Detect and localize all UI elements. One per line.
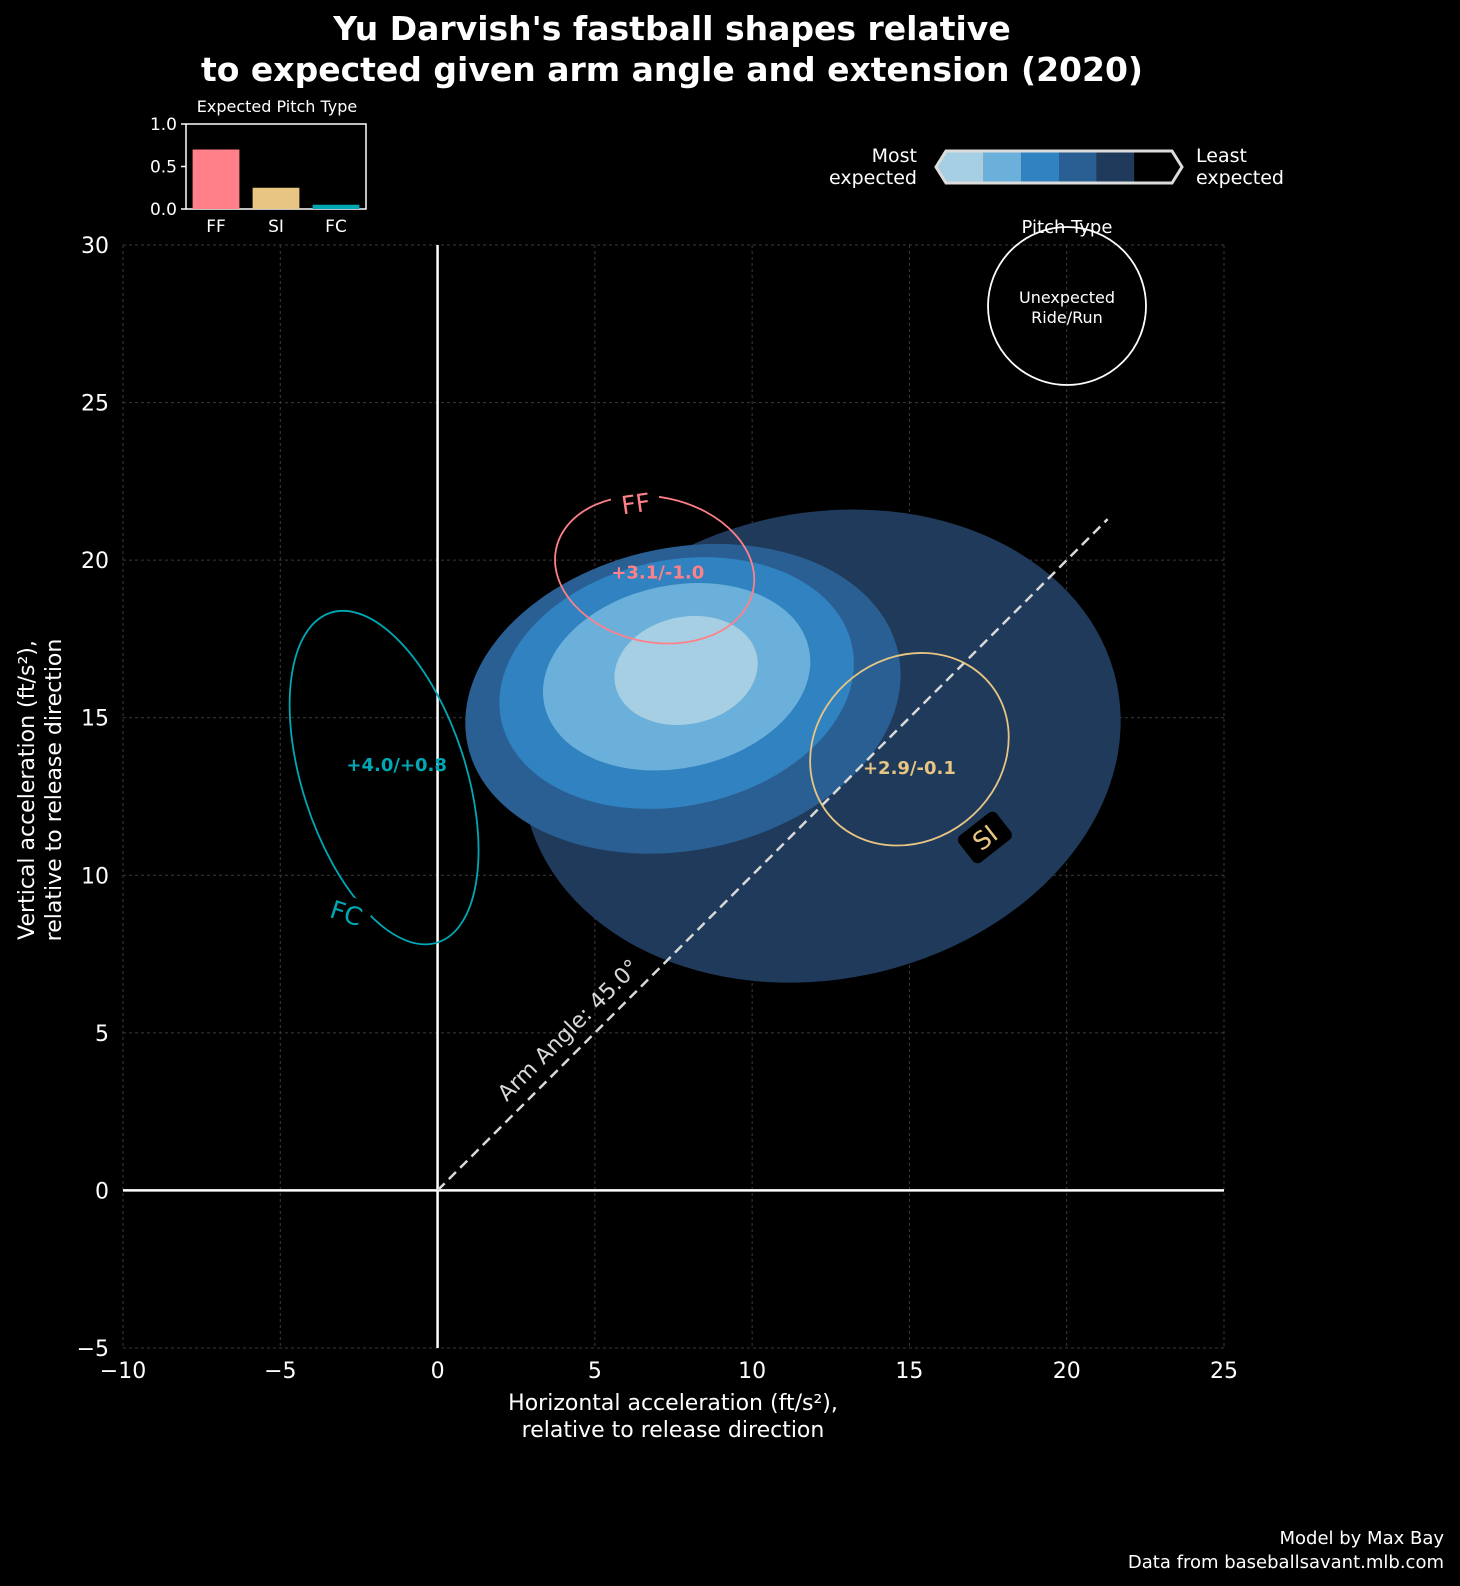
colorbar-outline [934, 149, 1184, 185]
pitch-annotation-fc: +4.0/+0.8 [346, 755, 447, 776]
inset-x-tick-si: SI [268, 217, 284, 237]
x-tick-label-1: −5 [264, 1359, 296, 1384]
colorbar-segment-3 [1059, 151, 1097, 183]
pitch-label-ff: FF [610, 484, 662, 523]
y-tick-label-1: 0 [95, 1179, 109, 1204]
grid [122, 244, 1225, 1349]
inset-title: Expected Pitch Type [197, 97, 358, 116]
legend-circle [987, 226, 1147, 386]
chart-title-line-2: to expected given arm angle and extensio… [201, 50, 1143, 89]
inset-bar-fc [312, 204, 360, 209]
pitch-annotation-si: +2.9/-0.1 [863, 758, 956, 779]
pitch-ellipse-si [809, 652, 1010, 847]
pitch-label-fc: FC [319, 891, 373, 936]
y-tick-label-6: 25 [81, 392, 109, 417]
inset-y-tick-1: 0.5 [150, 158, 177, 178]
colorbar-segment-1 [983, 151, 1022, 183]
legend-entry-line-1: Unexpected [1019, 288, 1115, 307]
pitch-label-text-ff: FF [620, 488, 653, 521]
inset-y-tick-2: 1.0 [150, 115, 177, 135]
colorbar-left-label-line-2: expected [829, 167, 917, 189]
pitch-annotation-ff: +3.1/-1.0 [611, 563, 704, 584]
x-axis-label-line-2: relative to release direction [522, 1418, 825, 1443]
arm-angle-dashed-line [436, 518, 1109, 1192]
colorbar-right-label-line-2: expected [1196, 167, 1284, 189]
colorbar-left-label-line-1: Most [872, 145, 917, 167]
x-tick-label-0: −10 [100, 1359, 146, 1384]
x-tick-label-2: 0 [431, 1359, 445, 1384]
zero-axes [123, 245, 1224, 1348]
x-tick-label-7: 25 [1210, 1359, 1238, 1384]
pitch-ellipse-ff [554, 494, 756, 645]
chart-title-line-1: Yu Darvish's fastball shapes relative [332, 9, 1010, 48]
x-axis-label-line-1: Horizontal acceleration (ft/s²), [508, 1391, 838, 1416]
plot-area: Arm Angle: 45.0° FF+3.1/-1.0SI+2.9/-0.1F… [77, 234, 1238, 1384]
inset-y-tick-0: 0.0 [150, 200, 177, 220]
colorbar-right-label-line-1: Least [1196, 145, 1247, 167]
y-tick-label-4: 15 [81, 707, 109, 732]
colorbar-segment-4 [1096, 151, 1135, 183]
y-tick-label-0: −5 [77, 1337, 109, 1362]
colorbar-segments [936, 151, 1182, 183]
pitch-type-ellipses: FF +3.1/-1.0 SI +2.9/-0.1 FC +4.0/+0.8 [288, 484, 1012, 946]
credit-line-2: Data from baseballsavant.mlb.com [1128, 1552, 1444, 1573]
pitch-label-box-fc [319, 891, 373, 936]
y-tick-label-5: 20 [81, 549, 109, 574]
inset-bar-si [252, 187, 300, 209]
colorbar-segment-5 [1134, 151, 1182, 183]
inset-bar-ff [192, 149, 240, 209]
colorbar-segment-2 [1021, 151, 1059, 183]
y-tick-label-3: 10 [81, 864, 109, 889]
colorbar-segment-0 [936, 151, 984, 183]
credit-line-1: Model by Max Bay [1279, 1528, 1444, 1549]
pitch-label-box-si [957, 811, 1012, 864]
expected-pitch-type-inset: Expected Pitch Type FF SI FC 0.0 0.5 1.0 [150, 97, 367, 237]
colorbar: Most expected Least expected [829, 145, 1284, 189]
x-tick-label-4: 10 [738, 1359, 766, 1384]
y-tick-label-2: 5 [95, 1022, 109, 1047]
pitch-label-si: SI [957, 811, 1012, 864]
y-axis-label-line-2: relative to release direction [42, 639, 67, 942]
pitch-label-box-ff [610, 484, 662, 523]
inset-x-tick-ff: FF [206, 217, 226, 237]
inset-x-tick-fc: FC [325, 217, 347, 237]
legend-entry-line-2: Ride/Run [1031, 308, 1103, 327]
x-tick-label-5: 15 [895, 1359, 923, 1384]
legend: Pitch Type Unexpected Ride/Run [987, 217, 1147, 386]
inset-bars: FF SI FC 0.0 0.5 1.0 [150, 115, 360, 237]
y-tick-label-7: 30 [81, 234, 109, 259]
pitch-ellipse-fc [288, 609, 480, 946]
x-tick-label-6: 20 [1053, 1359, 1081, 1384]
y-axis-label-line-1: Vertical acceleration (ft/s²), [15, 640, 40, 940]
x-tick-label-3: 5 [588, 1359, 602, 1384]
